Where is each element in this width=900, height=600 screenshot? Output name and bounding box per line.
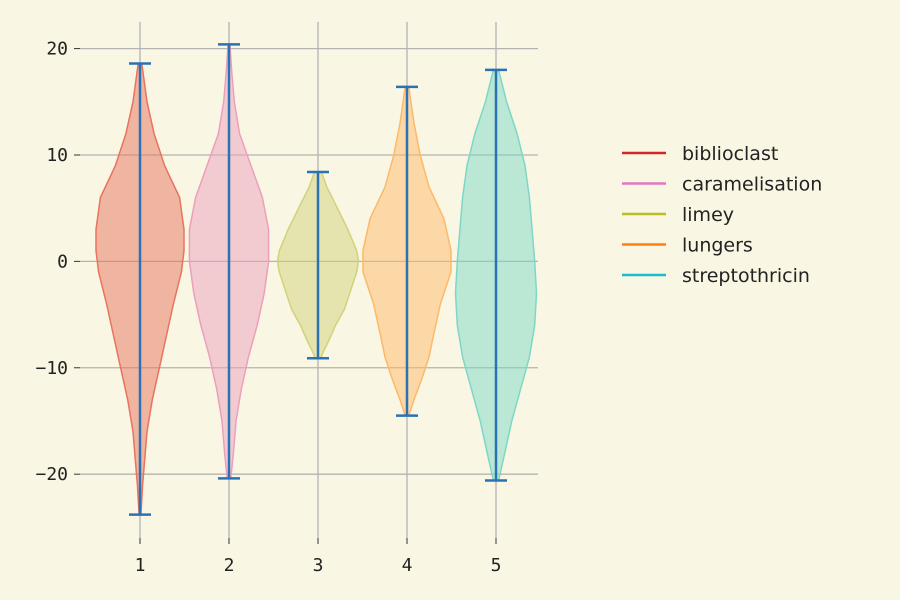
legend-label-streptothricin: streptothricin <box>682 265 810 287</box>
y-tick-label: 0 <box>57 251 68 272</box>
legend-label-limey: limey <box>682 204 734 226</box>
legend: biblioclast caramelisation limey lungers str… <box>622 143 822 287</box>
x-tick-label: 4 <box>402 555 413 576</box>
x-tick-label: 3 <box>313 555 324 576</box>
y-tick-label: −20 <box>35 464 68 485</box>
legend-label-caramelisation: caramelisation <box>682 174 822 196</box>
y-tick-label: −10 <box>35 358 68 379</box>
violins <box>95 43 538 516</box>
legend-label-biblioclast: biblioclast <box>682 143 778 165</box>
axes: 20 10 0 −10 −20 1 2 3 4 5 <box>35 39 501 576</box>
legend-label-lungers: lungers <box>682 235 753 257</box>
x-tick-label: 1 <box>135 555 146 576</box>
x-tick-label: 2 <box>224 555 235 576</box>
y-tick-label: 20 <box>46 39 68 60</box>
x-tick-label: 5 <box>491 555 502 576</box>
y-tick-label: 10 <box>46 145 68 166</box>
